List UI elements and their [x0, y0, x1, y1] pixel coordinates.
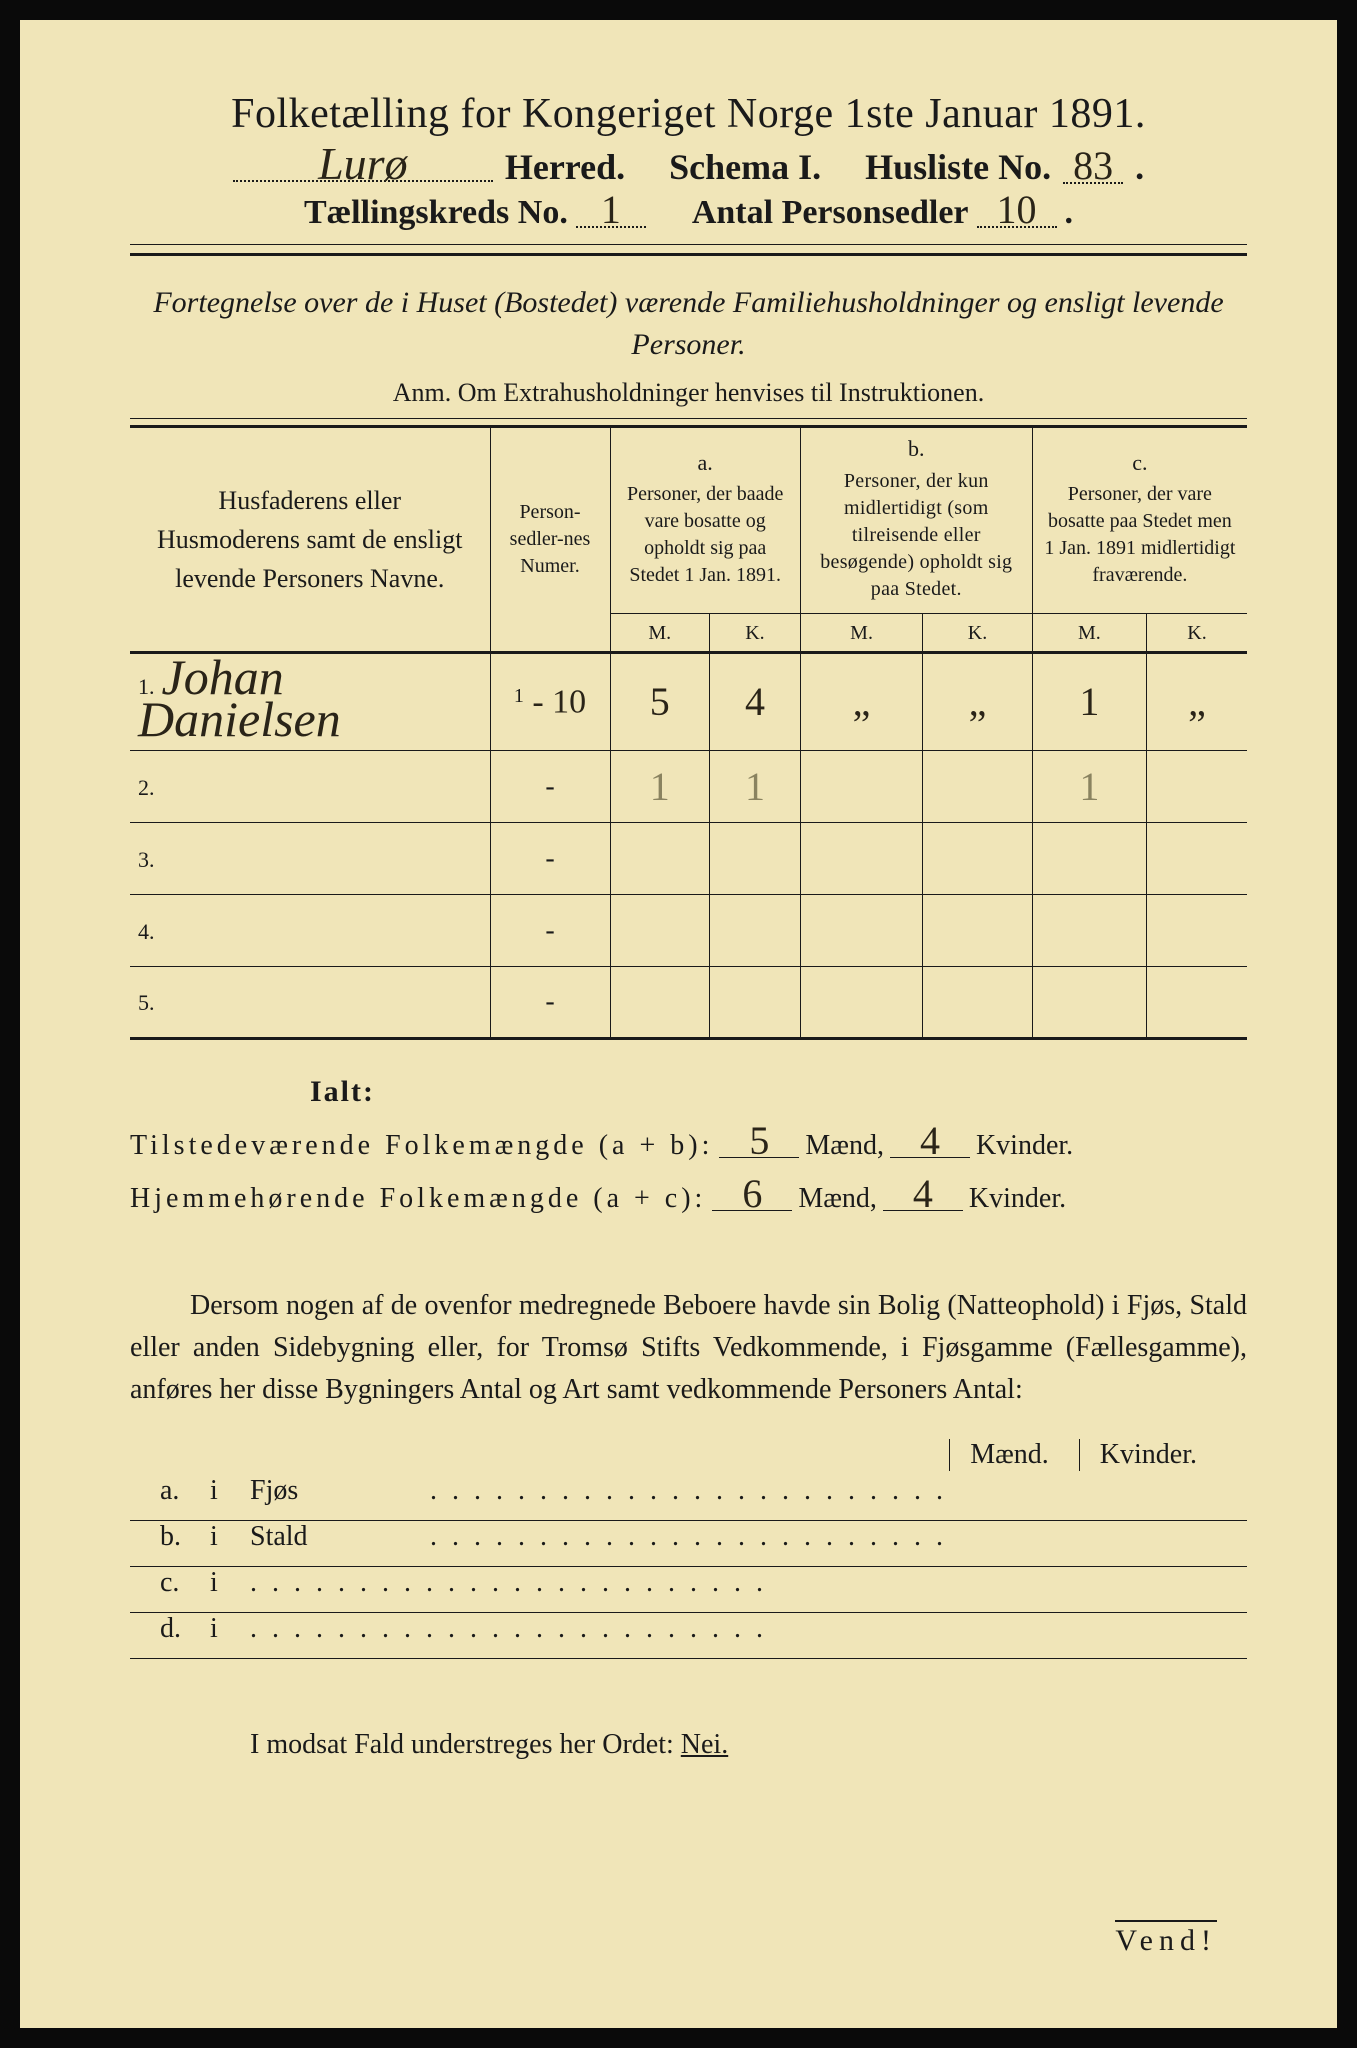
schema-label: Schema I.: [669, 146, 821, 188]
building-lines: a. i Fjøs . . . . . . . . . . . . . . . …: [130, 1475, 1247, 1659]
col-numer-header: Person-sedler-nes Numer.: [490, 427, 610, 653]
nei-word: Nei.: [681, 1729, 728, 1760]
numer-cell: -: [490, 823, 610, 895]
val-cell: [1146, 751, 1247, 823]
person-name: Johan Danielsen: [138, 649, 341, 747]
page-title: Folketælling for Kongeriget Norge 1ste J…: [130, 90, 1247, 138]
divider: [130, 418, 1247, 419]
present-label: Tilstedeværende Folkemængde (a + b):: [130, 1130, 713, 1162]
val-cell: [1146, 895, 1247, 967]
antal-no: 10: [977, 194, 1057, 228]
line-row: c. i . . . . . . . . . . . . . . . . . .…: [130, 1567, 1247, 1613]
val-cell: 1: [1032, 653, 1146, 751]
antal-label: Antal Personsedler: [692, 194, 969, 232]
val-cell: [710, 823, 801, 895]
kreds-label: Tællingskreds No.: [304, 194, 568, 232]
val-cell: [1032, 895, 1146, 967]
table-row: 5. -: [130, 967, 1247, 1039]
ialt-block: Ialt: Tilstedeværende Folkemængde (a + b…: [130, 1075, 1247, 1215]
col-a-k: K.: [710, 613, 801, 653]
val-cell: 1: [610, 751, 710, 823]
val-cell: [610, 967, 710, 1039]
husliste-no: 83: [1063, 150, 1123, 184]
col-name-header: Husfaderens eller Husmoderens samt de en…: [130, 427, 490, 653]
col-b-k: K.: [923, 613, 1032, 653]
val-cell: [710, 895, 801, 967]
home-k: 4: [883, 1178, 963, 1211]
divider: [130, 244, 1247, 245]
herred-line: Lurø Herred. Schema I. Husliste No. 83 .: [130, 146, 1247, 188]
nei-line: I modsat Fald understreges her Ordet: Ne…: [130, 1729, 1247, 1761]
val-cell: [923, 895, 1032, 967]
husliste-label: Husliste No.: [865, 146, 1051, 188]
census-page: Folketælling for Kongeriget Norge 1ste J…: [20, 20, 1337, 2028]
present-m: 5: [719, 1125, 799, 1158]
col-b-m: M.: [800, 613, 922, 653]
val-cell: „: [923, 653, 1032, 751]
col-c-k: K.: [1146, 613, 1247, 653]
val-cell: „: [1146, 653, 1247, 751]
herred-label: Herred.: [505, 146, 625, 188]
numer-cell: -: [490, 751, 610, 823]
val-cell: [610, 895, 710, 967]
val-cell: [923, 967, 1032, 1039]
val-cell: [1032, 823, 1146, 895]
table-row: 2. - 1 1 1: [130, 751, 1247, 823]
household-table: Husfaderens eller Husmoderens samt de en…: [130, 425, 1247, 1040]
col-a-m: M.: [610, 613, 710, 653]
col-c-m: M.: [1032, 613, 1146, 653]
val-cell: 1: [1032, 751, 1146, 823]
side-building-paragraph: Dersom nogen af de ovenfor medregnede Be…: [130, 1285, 1247, 1411]
val-cell: [800, 751, 922, 823]
col-b-head: b. Personer, der kun midlertidigt (som t…: [800, 427, 1032, 614]
home-m: 6: [712, 1178, 792, 1211]
val-cell: [800, 895, 922, 967]
ialt-label: Ialt:: [310, 1075, 1247, 1109]
numer-cell: 1 - 10: [490, 653, 610, 751]
maend-col: Mænd.: [949, 1439, 1049, 1471]
line-row: d. i . . . . . . . . . . . . . . . . . .…: [130, 1613, 1247, 1659]
val-cell: 1: [710, 751, 801, 823]
present-k: 4: [890, 1125, 970, 1158]
line-row: a. i Fjøs . . . . . . . . . . . . . . . …: [130, 1475, 1247, 1521]
subtitle: Fortegnelse over de i Huset (Bostedet) v…: [130, 282, 1247, 366]
val-cell: „: [800, 653, 922, 751]
col-a-head: a. Personer, der baade vare bosatte og o…: [610, 427, 800, 614]
table-row: 1. Johan Danielsen 1 - 10 5 4 „ „ 1 „: [130, 653, 1247, 751]
mk-header: Mænd. Kvinder.: [130, 1439, 1247, 1471]
numer-cell: -: [490, 967, 610, 1039]
numer-cell: -: [490, 895, 610, 967]
val-cell: [710, 967, 801, 1039]
kvinder-col: Kvinder.: [1079, 1439, 1197, 1471]
val-cell: [923, 751, 1032, 823]
line-row: b. i Stald . . . . . . . . . . . . . . .…: [130, 1521, 1247, 1567]
vend-label: Vend!: [1115, 1920, 1217, 1958]
val-cell: [800, 823, 922, 895]
kreds-line: Tællingskreds No. 1 Antal Personsedler 1…: [130, 194, 1247, 232]
table-row: 4. -: [130, 895, 1247, 967]
herred-name: Lurø: [233, 148, 493, 182]
kreds-no: 1: [576, 194, 646, 228]
home-label: Hjemmehørende Folkemængde (a + c):: [130, 1183, 706, 1215]
val-cell: [1146, 967, 1247, 1039]
val-cell: [1032, 967, 1146, 1039]
val-cell: 4: [710, 653, 801, 751]
val-cell: [923, 823, 1032, 895]
val-cell: [800, 967, 922, 1039]
table-body: 1. Johan Danielsen 1 - 10 5 4 „ „ 1 „ 2.…: [130, 653, 1247, 1039]
anm-note: Anm. Om Extrahusholdninger henvises til …: [130, 378, 1247, 408]
table-row: 3. -: [130, 823, 1247, 895]
col-c-head: c. Personer, der vare bosatte paa Stedet…: [1032, 427, 1247, 614]
val-cell: [610, 823, 710, 895]
val-cell: 5: [610, 653, 710, 751]
divider: [130, 253, 1247, 256]
val-cell: [1146, 823, 1247, 895]
